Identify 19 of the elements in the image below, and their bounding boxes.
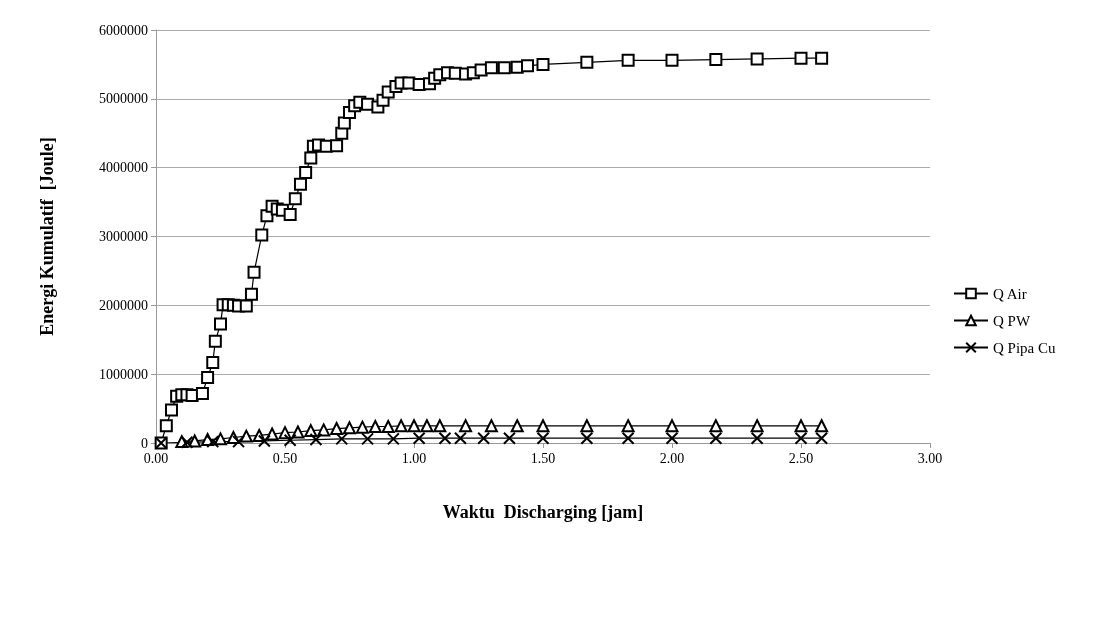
y-tick-label: 4000000 xyxy=(99,160,148,176)
x-tick-label: 0.50 xyxy=(272,450,298,466)
y-tick-label: 3000000 xyxy=(99,229,148,244)
x-tick-label: 2.50 xyxy=(788,450,814,466)
y-axis-title: Energi Kumulatif [Joule] xyxy=(37,137,57,336)
y-tick-label: 6000000 xyxy=(99,22,148,38)
x-tick-label: 1.50 xyxy=(530,450,556,466)
x-tick-label: 0.00 xyxy=(143,450,169,466)
x-axis-title: Waktu Discharging [jam] xyxy=(442,502,644,522)
x-tick-label: 3.00 xyxy=(917,450,943,466)
y-tick-label: 1000000 xyxy=(99,366,148,382)
y-tick-label: 0 xyxy=(141,435,148,451)
x-tick-label: 2.00 xyxy=(659,450,685,466)
y-tick-label: 5000000 xyxy=(99,91,148,107)
x-tick-label: 1.00 xyxy=(401,450,427,466)
legend-label: Q PW xyxy=(993,312,1031,329)
y-tick-label: 2000000 xyxy=(99,297,148,313)
legend-label: Q Pipa Cu xyxy=(993,339,1056,356)
legend-label: Q Air xyxy=(993,285,1027,302)
